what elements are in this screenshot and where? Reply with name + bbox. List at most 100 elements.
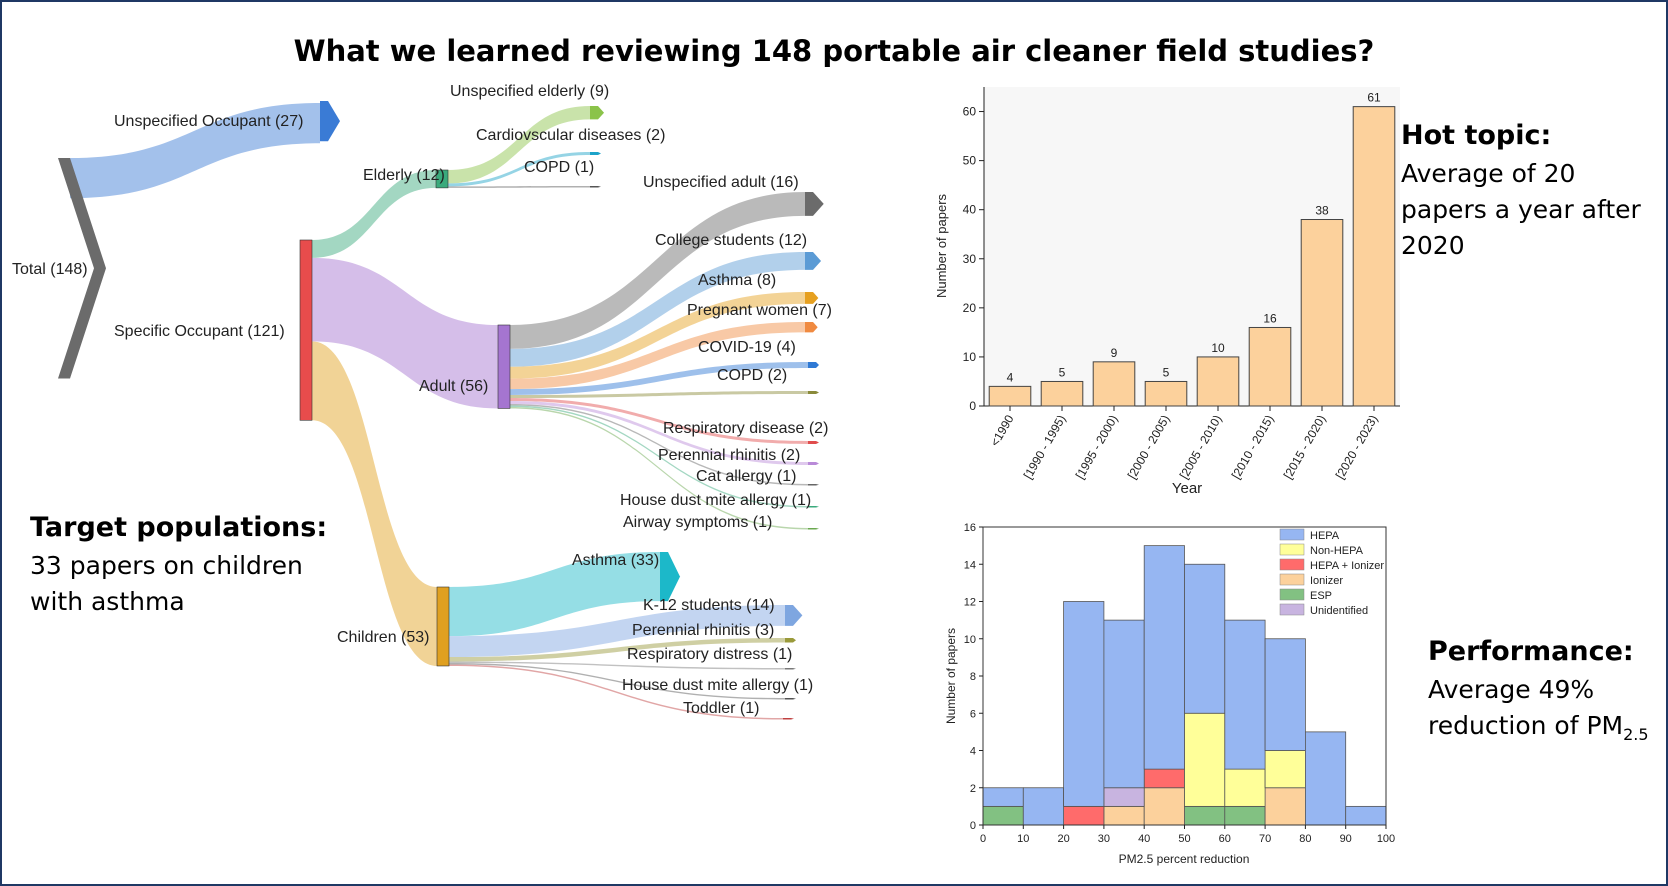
hist-legend-label: HEPA [1310,530,1340,542]
hist-bar-hepa-9 [1345,805,1387,826]
sankey-node-a_asthma [805,292,819,304]
sankey-node-c_toddler [783,718,794,720]
hist-x-tick-label: 90 [1340,833,1352,845]
bar-value-label: 4 [1007,370,1014,384]
hot-topic-body: Average of 20 papers a year after 2020 [1401,159,1641,260]
hist-y-tick-label: 10 [964,634,976,646]
hist-bar-non-hepa-5 [1184,712,1226,807]
hist-legend-swatch-0 [1279,528,1305,541]
sankey-link-a_covid [510,362,808,396]
hist-bar-hepa-6 [1224,619,1266,770]
sankey-node-children [436,586,450,667]
sankey-label-e_copd: COPD (1) [524,159,594,176]
bar-y-tick-label: 60 [963,105,977,119]
hist-bar-hepa-7 [1264,638,1306,751]
sankey-node-a_pregnant [805,322,818,333]
hist-bar-hepa-0 [982,787,1024,807]
bar-3 [1144,380,1188,407]
hist-legend-label: Ionizer [1310,575,1343,587]
sankey-label-specific: Specific Occupant (121) [114,323,285,340]
sankey-label-children: Children (53) [337,629,429,646]
bar-y-axis-label: Number of papers [934,193,949,298]
sankey-link-a_cat [510,403,808,486]
hist-bar-unidentified-3 [1103,787,1145,807]
hist-bar-esp-6 [1224,805,1266,826]
sankey-label-unspec_occ: Unspecified Occupant (27) [114,113,303,130]
sankey-node-elderly [435,169,449,189]
sankey-node-c_asthma [660,552,680,602]
hist-x-tick-label: 30 [1098,833,1110,845]
hist-x-tick-label: 70 [1259,833,1271,845]
sankey-label-e_unspec: Unspecified elderly (9) [450,83,609,100]
performance-callout: Performance: Average 49% reduction of PM… [1428,632,1658,753]
hist-y-tick-label: 8 [970,671,976,683]
sankey-node-c_k12 [785,605,803,626]
sankey-node-specific [299,239,313,421]
sankey-link-e_unspec [448,106,590,184]
sankey-label-adult: Adult (56) [419,378,488,395]
sankey-link-children [312,341,437,666]
target-populations-callout: Target populations: 33 papers on childre… [30,508,360,620]
sankey-node-e_cardio [590,152,601,155]
sankey-link-a_unspec [510,192,805,349]
bar-value-label: 61 [1367,91,1381,105]
sankey-node-a_copd [808,391,819,394]
sankey-label-a_cat: Cat allergy (1) [696,468,796,485]
hist-x-tick-label: 60 [1219,833,1231,845]
hist-legend-swatch-4 [1279,588,1305,601]
hist-x-tick-label: 10 [1017,833,1029,845]
sankey-label-a_copd: COPD (2) [717,367,787,384]
hist-y-tick-label: 12 [964,597,976,609]
sankey-label-a_pregnant: Pregnant women (7) [687,302,832,319]
sankey-link-a_copd [510,391,808,399]
sankey-link-c_perennial [449,638,785,662]
bar-value-label: 5 [1059,365,1066,379]
bar-y-tick-label: 20 [963,301,977,315]
hist-bar-ionizer-7 [1264,787,1306,826]
sankey-node-total [58,158,106,379]
bar-5 [1248,326,1292,407]
sankey-label-total: Total (148) [12,261,88,278]
sankey-node-a_airway [808,528,819,530]
sankey-label-c_k12: K-12 students (14) [643,597,775,614]
sankey-node-adult [497,324,511,409]
sankey-link-c_respdist [449,661,785,670]
sankey-link-a_asthma [510,292,805,379]
hist-bar-hepa-8 [1305,731,1347,826]
hist-bar-hepa-ionizer-2 [1063,805,1105,826]
hot-topic-callout: Hot topic: Average of 20 papers a year a… [1401,116,1663,264]
hot-topic-heading: Hot topic: [1401,120,1552,151]
sankey-label-elderly: Elderly (12) [363,167,445,184]
performance-body-text: Average 49% reduction of PM [1428,675,1624,740]
sankey-link-a_perennial [510,400,808,465]
bar-x-axis-label: Year [1172,480,1202,497]
sankey-node-a_perennial [808,462,819,465]
hist-legend-label: ESP [1310,590,1332,602]
bar-value-label: 10 [1211,341,1225,355]
sankey-label-c_toddler: Toddler (1) [683,700,759,717]
hist-x-tick-label: 20 [1057,833,1069,845]
hist-bar-hepa-3 [1103,619,1145,789]
hist-bar-esp-5 [1184,805,1226,826]
sankey-nodes: Total (148) Unspecified Occupant (27) Spec… [12,83,832,720]
hist-legend-swatch-3 [1279,573,1305,586]
sankey-link-c_asthma [449,552,660,637]
sankey-label-c_perennial: Perennial rhinitis (3) [632,622,774,639]
bar-1 [1040,380,1084,407]
bar-y-tick-label: 40 [963,203,977,217]
sankey-link-a_hdm [510,405,808,508]
hist-y-tick-label: 14 [964,559,976,571]
hist-bar-ionizer-4 [1143,787,1185,826]
hist-bar-hepa-2 [1063,601,1105,807]
target-populations-heading: Target populations: [30,512,328,543]
hist-x-tick-label: 40 [1138,833,1150,845]
sankey-label-a_perennial: Perennial rhinitis (2) [658,447,800,464]
sankey-label-a_airway: Airway symptoms (1) [623,514,772,531]
bar-value-label: 38 [1315,204,1329,218]
hist-y-axis-label: Number of papers [944,628,958,724]
bar-6 [1300,219,1344,407]
sankey-links [70,103,808,720]
